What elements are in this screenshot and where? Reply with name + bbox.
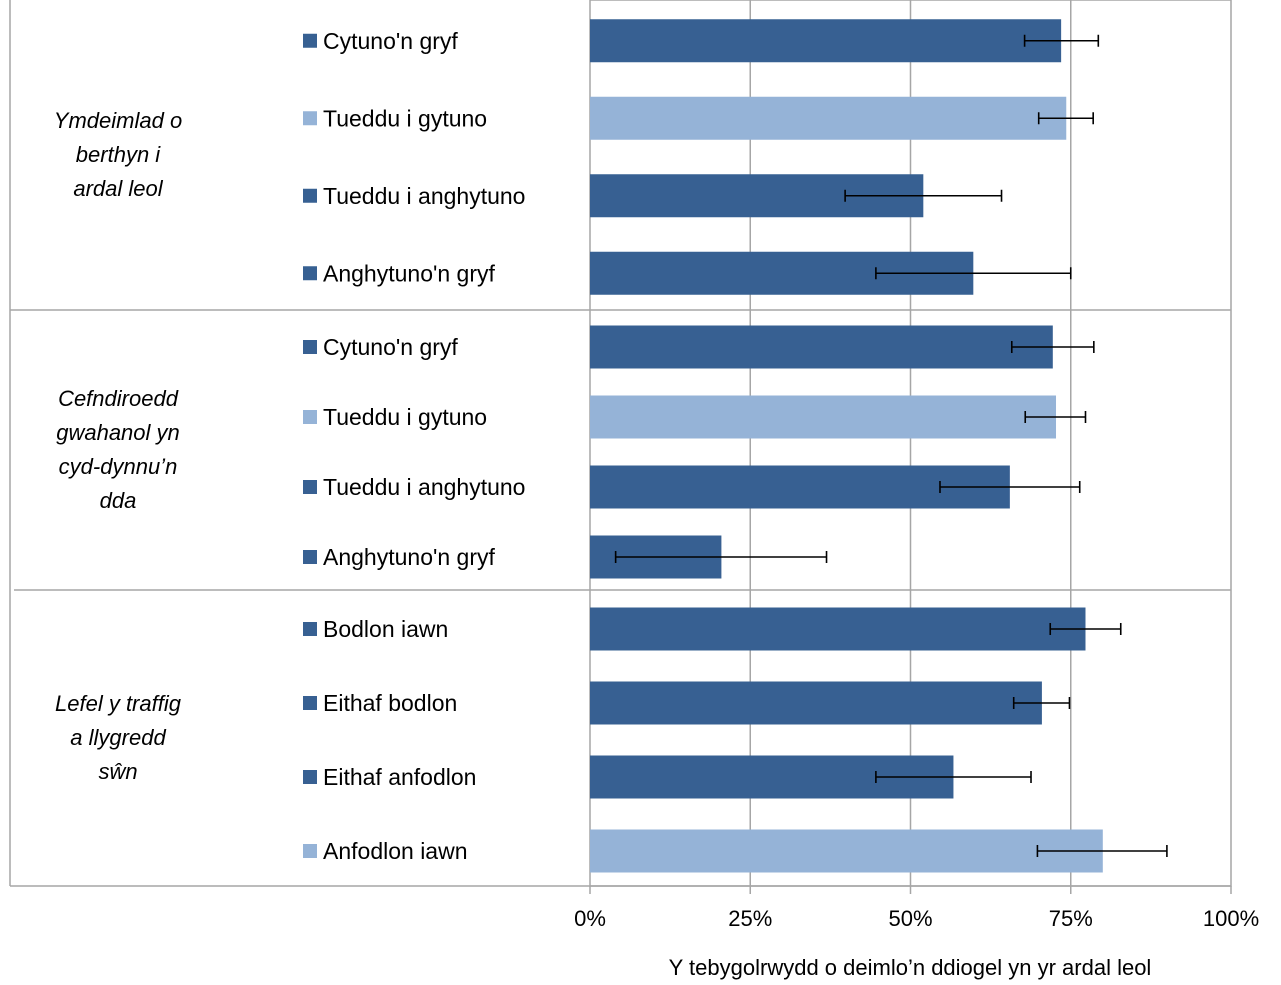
x-tick-label: 100% xyxy=(1203,906,1259,931)
category-label: Anghytuno'n gryf xyxy=(323,260,496,286)
group-label: ardal leol xyxy=(73,176,163,201)
bar xyxy=(590,607,1086,651)
x-tick-label: 75% xyxy=(1049,906,1093,931)
category-label: Tueddu i anghytuno xyxy=(323,474,525,500)
x-tick-label: 0% xyxy=(574,906,606,931)
category-label: Tueddu i gytuno xyxy=(323,404,487,430)
category-key xyxy=(303,550,317,564)
category-key xyxy=(303,696,317,710)
category-key xyxy=(303,844,317,858)
group-label: dda xyxy=(100,488,137,513)
x-axis-title: Y tebygolrwydd o deimlo’n ddiogel yn yr … xyxy=(669,955,1152,980)
category-label: Tueddu i anghytuno xyxy=(323,183,525,209)
group-label: cyd-dynnu’n xyxy=(59,454,178,479)
category-label: Cytuno'n gryf xyxy=(323,334,458,360)
category-key xyxy=(303,480,317,494)
group-label: sŵn xyxy=(98,759,137,784)
bar xyxy=(590,96,1067,140)
bar xyxy=(590,829,1103,873)
category-label: Anghytuno'n gryf xyxy=(323,544,496,570)
group-label: Cefndiroedd xyxy=(58,386,179,411)
group-label: a llygredd xyxy=(70,725,166,750)
category-key xyxy=(303,410,317,424)
x-tick-label: 50% xyxy=(888,906,932,931)
group-label: Lefel y traffig xyxy=(55,691,182,716)
category-label: Eithaf anfodlon xyxy=(323,764,476,790)
category-key xyxy=(303,770,317,784)
category-label: Cytuno'n gryf xyxy=(323,28,458,54)
category-key xyxy=(303,111,317,126)
category-key xyxy=(303,33,317,48)
category-key xyxy=(303,622,317,636)
category-key xyxy=(303,340,317,354)
group-label: gwahanol yn xyxy=(56,420,180,445)
category-key xyxy=(303,266,317,281)
bar xyxy=(590,395,1057,439)
bar xyxy=(590,19,1062,63)
bar xyxy=(590,681,1042,725)
category-key xyxy=(303,188,317,203)
group-label: berthyn i xyxy=(76,142,161,167)
x-tick-label: 25% xyxy=(728,906,772,931)
group-label: Ymdeimlad o xyxy=(54,108,182,133)
category-label: Tueddu i gytuno xyxy=(323,105,487,131)
category-label: Eithaf bodlon xyxy=(323,690,457,716)
bar xyxy=(590,325,1053,369)
category-label: Bodlon iawn xyxy=(323,616,448,642)
category-label: Anfodlon iawn xyxy=(323,838,468,864)
